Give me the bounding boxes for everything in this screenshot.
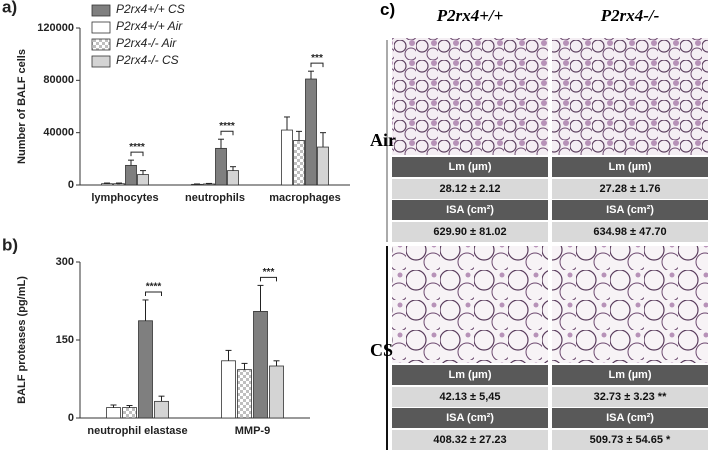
panel-label: b) (2, 235, 18, 254)
legend-label: P2rx4-/- CS (116, 53, 179, 67)
charts: a) Number of BALF cells 0 40000 80000 120000 l… (2, 0, 350, 437)
significance-label: *** (311, 53, 323, 64)
y-tick-label: 0 (68, 412, 74, 424)
bar (293, 140, 305, 186)
legend-swatch (91, 55, 111, 68)
table-cell: Lm (µm) (392, 157, 548, 177)
legend-label: P2rx4+/+ CS (116, 2, 185, 16)
table-cell: Lm (µm) (392, 365, 548, 385)
row-title: CS (370, 340, 394, 360)
y-tick-label: 300 (56, 256, 74, 268)
column-title: P2rx4+/+ (436, 6, 504, 25)
bar (203, 183, 215, 186)
bar (237, 369, 252, 419)
bar (281, 129, 293, 186)
table-cell: 408.32 ± 27.23 (392, 429, 548, 450)
legend-label: P2rx4-/- Air (116, 36, 177, 50)
table-cell: 629.90 ± 81.02 (392, 221, 548, 242)
table-cell: Lm (µm) (552, 157, 708, 177)
legend-swatch (91, 4, 111, 17)
x-tick-label: neutrophils (185, 192, 245, 204)
panel-label: c) (380, 0, 396, 19)
significance-bracket (260, 276, 277, 282)
table-cell: 509.73 ± 54.65 * (552, 429, 708, 450)
y-axis-title: BALF proteases (pg/mL) (16, 276, 28, 404)
bar (221, 360, 236, 419)
bar (154, 400, 169, 419)
significance-bracket (130, 151, 144, 157)
bar (269, 365, 284, 419)
table-cell: 27.28 ± 1.76 (552, 178, 708, 199)
histology-art (386, 38, 708, 450)
y-tick-label: 120000 (37, 22, 74, 34)
bar (137, 174, 149, 186)
y-tick-label: 80000 (43, 74, 74, 86)
table-cell: 28.12 ± 2.12 (392, 178, 548, 199)
y-axis-title: Number of BALF cells (16, 49, 28, 164)
table-cell: 32.73 ± 3.23 ** (552, 386, 708, 407)
y-tick-label: 40000 (43, 127, 74, 139)
legend-label: P2rx4+/+ Air (116, 19, 183, 33)
table-cell: ISA (cm²) (552, 408, 708, 428)
bar (227, 170, 239, 186)
significance-bracket (220, 130, 234, 136)
row-title: Air (370, 130, 396, 150)
bar (253, 310, 268, 419)
bar (305, 78, 317, 186)
x-tick-label: MMP-9 (235, 425, 270, 437)
significance-label: **** (129, 142, 145, 153)
histology-panel: c) P2rx4+/+ P2rx4-/- Air Lm (µm) Lm (µm) 28.12… (370, 0, 708, 450)
significance-bracket (310, 62, 324, 68)
bar (106, 407, 121, 419)
table-cell: ISA (cm²) (552, 200, 708, 220)
significance-label: **** (146, 282, 162, 293)
x-tick-label: macrophages (269, 192, 341, 204)
y-tick-label: 0 (68, 179, 74, 191)
table-cell: ISA (cm²) (392, 408, 548, 428)
table-cell: ISA (cm²) (392, 200, 548, 220)
bar (138, 320, 153, 419)
table-cell: 42.13 ± 5,45 (392, 386, 548, 407)
panel-label: a) (2, 0, 17, 16)
legend-swatch (91, 38, 111, 51)
significance-label: **** (219, 121, 235, 132)
bar (122, 407, 137, 419)
bar (125, 164, 137, 186)
significance-bracket (145, 291, 162, 296)
table-cell: Lm (µm) (552, 365, 708, 385)
y-tick-label: 150 (56, 334, 74, 346)
bar (317, 146, 329, 186)
legend-swatch (91, 21, 111, 34)
column-title: P2rx4-/- (600, 6, 660, 25)
table-cell: 634.98 ± 47.70 (552, 221, 708, 242)
bar (215, 147, 227, 186)
x-tick-label: lymphocytes (91, 192, 158, 204)
significance-label: *** (263, 267, 275, 278)
x-tick-label: neutrophil elastase (87, 425, 187, 437)
bar (113, 183, 125, 186)
bar (101, 183, 113, 186)
